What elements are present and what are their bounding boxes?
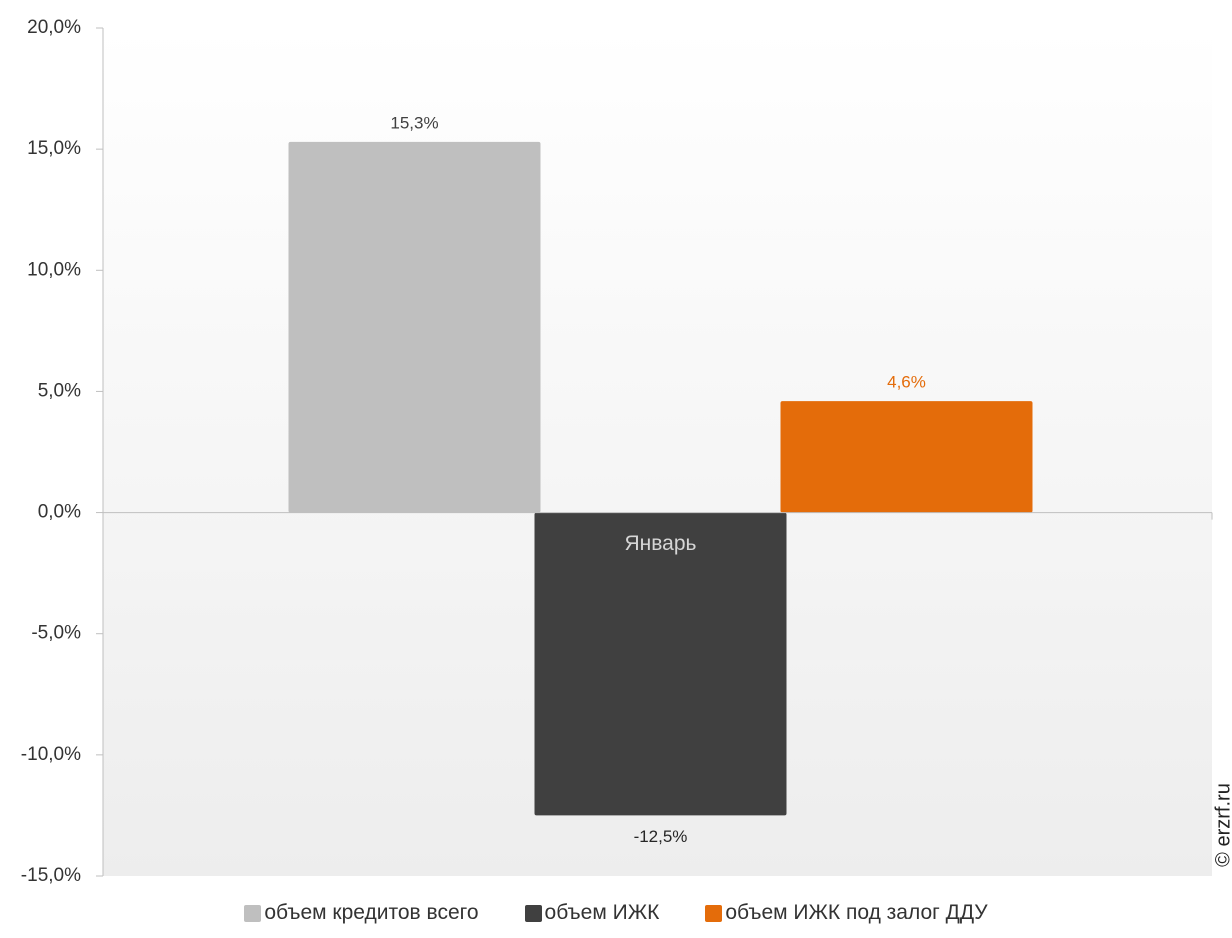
data-label-series-0: 15,3% — [390, 113, 438, 132]
bar-series-1 — [534, 512, 787, 816]
x-category-label: Январь — [625, 532, 697, 555]
watermark: © erzrf.ru — [1212, 770, 1232, 880]
legend-item-total-loans: объем кредитов всего — [244, 901, 479, 925]
y-tick-label: -10,0% — [21, 744, 81, 765]
legend-label: объем ИЖК — [544, 901, 660, 924]
legend-label: объем ИЖК под залог ДДУ — [725, 901, 988, 924]
y-tick-label: 5,0% — [38, 380, 81, 401]
watermark-text: © erzrf.ru — [1212, 783, 1232, 867]
y-tick-label: 10,0% — [27, 259, 81, 280]
bar-series-0 — [288, 141, 541, 513]
legend-swatch — [705, 904, 723, 922]
legend-item-mortgage-ddu: объем ИЖК под залог ДДУ — [705, 901, 988, 925]
y-tick-label: 15,0% — [27, 138, 81, 159]
chart: 20,0% 15,0% 10,0% 5,0% 0,0% -5,0% -10,0% -15,0%… — [21, 17, 1213, 886]
legend-swatch — [524, 904, 542, 922]
legend-swatch — [244, 904, 262, 922]
y-tick-label: 0,0% — [38, 502, 81, 523]
data-label-series-1: -12,5% — [634, 827, 688, 846]
bar-series-2 — [780, 401, 1033, 513]
legend-label: объем кредитов всего — [264, 901, 479, 924]
y-tick-label: 20,0% — [27, 17, 81, 38]
data-label-series-2: 4,6% — [887, 373, 926, 392]
y-tick-label: -5,0% — [31, 623, 81, 644]
y-tick-label: -15,0% — [21, 865, 81, 886]
legend: объем кредитов всего объем ИЖК объем ИЖК… — [0, 898, 1232, 928]
legend-item-mortgage: объем ИЖК — [524, 901, 660, 925]
